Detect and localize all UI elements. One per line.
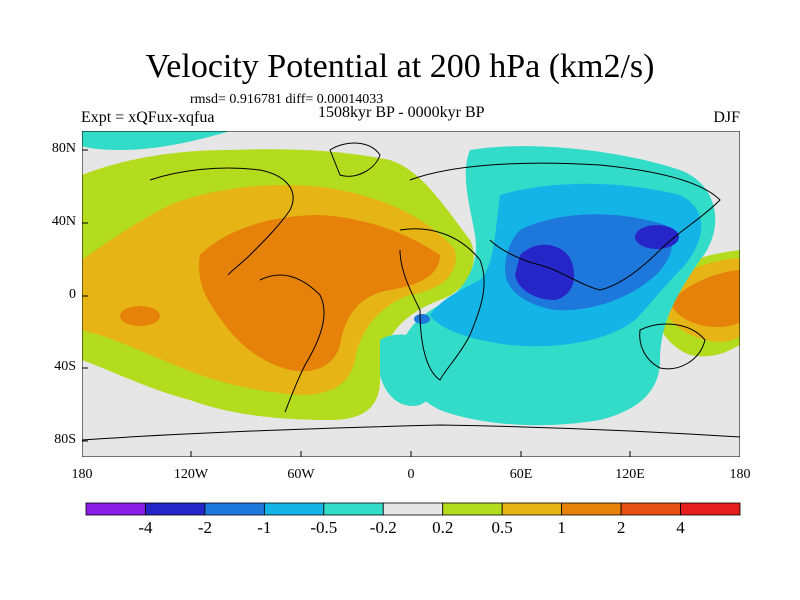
- south-america-coast: [259, 274, 325, 413]
- lat-label-40s: 40S: [54, 359, 76, 374]
- colorbar-swatch: [263, 502, 325, 516]
- north-america-coast: [149, 167, 294, 276]
- colorbar-label: 0.2: [432, 518, 454, 537]
- eurasia-coast: [409, 162, 721, 291]
- colorbar-label: 2: [616, 518, 626, 537]
- contour-field: [82, 131, 740, 457]
- colorbar-swatch: [85, 502, 146, 516]
- dark-blue-core-india: [515, 244, 575, 300]
- colorbar-swatch: [501, 502, 563, 516]
- colorbar: [85, 502, 741, 516]
- lon-label-120w: 120W: [173, 467, 209, 482]
- lon-label-60w: 60W: [287, 467, 315, 482]
- colorbar-label: -0.5: [310, 518, 338, 537]
- colorbar-swatch: [561, 502, 622, 516]
- colorbar-swatch: [323, 502, 384, 516]
- australia-coast: [639, 323, 706, 370]
- lon-label-180w: 180: [71, 467, 93, 482]
- dark-orange-east-2: [670, 270, 740, 327]
- dark-blue-core-japan: [635, 225, 679, 249]
- season-label: DJF: [713, 109, 740, 126]
- lon-label-60e: 60E: [509, 467, 533, 482]
- colorbar-label: -1: [257, 518, 272, 537]
- colorbar-swatch: [442, 502, 503, 516]
- colorbar-swatch: [145, 502, 206, 516]
- dark-orange-core: [199, 215, 440, 372]
- rmsd-diff-stats: rmsd= 0.916781 diff= 0.00014033: [190, 92, 384, 107]
- antarctica-coast: [82, 424, 740, 441]
- lat-label-40n: 40N: [51, 214, 76, 229]
- negative-region-northwest: [82, 131, 230, 150]
- colorbar-label: -4: [138, 518, 153, 537]
- lon-label-180e: 180: [729, 467, 751, 482]
- colorbar-label: 4: [676, 518, 685, 537]
- colorbar-swatch: [680, 502, 741, 516]
- experiment-label: Expt = xQFux-xqfua: [81, 109, 215, 126]
- greenland-coast: [329, 142, 381, 177]
- colorbar-label: -0.2: [369, 518, 397, 537]
- lat-label-0: 0: [69, 287, 76, 302]
- dark-orange-west: [120, 306, 160, 326]
- colorbar-label: 0.5: [491, 518, 513, 537]
- period-label: 1508kyr BP - 0000kyr BP: [318, 104, 485, 121]
- lat-label-80n: 80N: [51, 141, 76, 156]
- plot-title: Velocity Potential at 200 hPa (km2/s): [145, 48, 655, 85]
- lat-label-80s: 80S: [54, 432, 76, 447]
- colorbar-swatch: [382, 502, 444, 516]
- negative-region-south: [380, 334, 444, 406]
- coastlines: [82, 142, 740, 441]
- africa-coast: [399, 228, 485, 381]
- colorbar-label: -2: [197, 518, 212, 537]
- colorbar-label: 1: [557, 518, 566, 537]
- lon-label-0: 0: [407, 467, 415, 482]
- lon-label-120e: 120E: [615, 467, 645, 482]
- colorbar-swatch: [204, 502, 265, 516]
- axis-ticks: [82, 149, 631, 457]
- colorbar-swatch: [620, 502, 681, 516]
- medium-blue-west-blob: [414, 314, 430, 324]
